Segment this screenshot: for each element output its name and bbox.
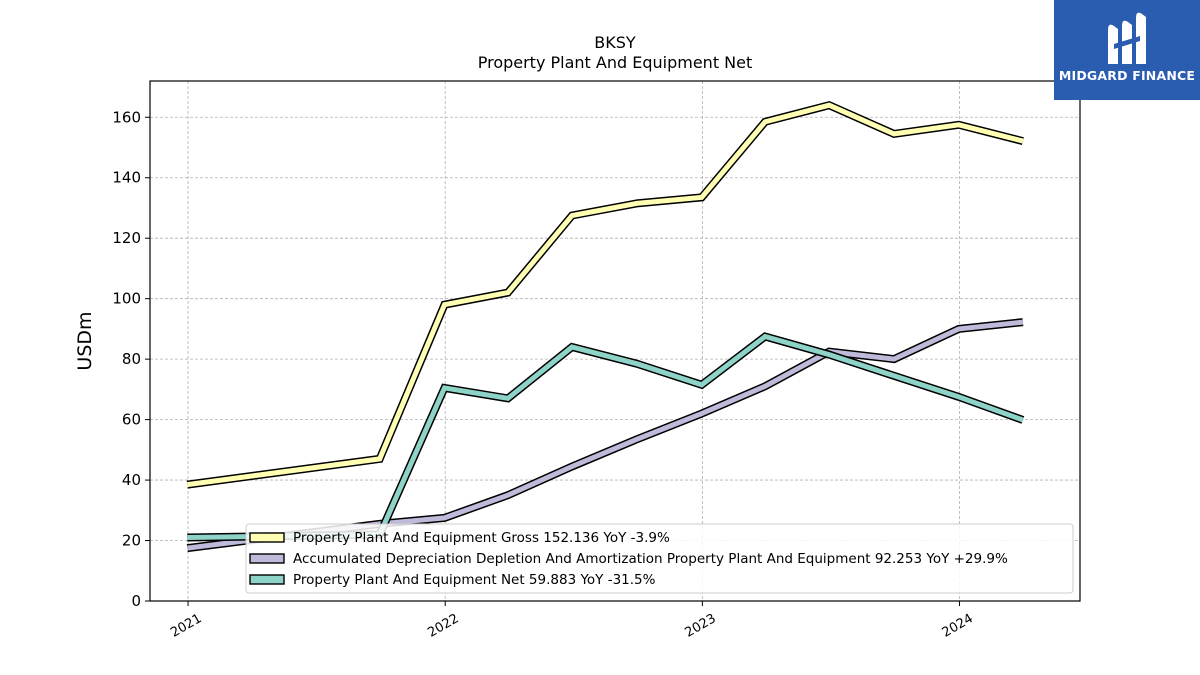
midgard-m-logo-icon (1108, 12, 1146, 65)
y-tick-label: 140 (112, 169, 141, 187)
series-line (186, 102, 1024, 488)
legend-box (245, 523, 1074, 594)
legend-label: Accumulated Depreciation Depletion And A… (293, 551, 1008, 567)
series-3 (187, 332, 1025, 542)
legend-swatch (249, 532, 285, 543)
y-tick-label: 160 (112, 108, 141, 126)
legend-label: Property Plant And Equipment Gross 152.1… (293, 530, 670, 546)
series-line-outline (187, 332, 1025, 542)
chart-subtitle: Property Plant And Equipment Net (478, 53, 753, 72)
legend: Property Plant And Equipment Gross 152.1… (245, 523, 1074, 594)
chart-title: BKSY (594, 33, 636, 52)
midgard-finance-logo: MIDGARD FINANCE (1054, 0, 1200, 100)
logo-text: MIDGARD FINANCE (1058, 68, 1196, 83)
legend-label: Property Plant And Equipment Net 59.883 … (293, 572, 656, 588)
series-line-outline (186, 100, 1024, 489)
x-tick-label: 2024 (940, 611, 976, 641)
x-tick-label: 2023 (683, 611, 719, 641)
y-tick-label: 80 (122, 350, 141, 368)
x-tick-label: 2021 (168, 611, 204, 641)
y-axis-label: USDm (74, 311, 96, 370)
plot-frame (149, 80, 1081, 602)
legend-swatch (249, 574, 285, 585)
series-line (187, 333, 1024, 540)
x-tick-label: 2022 (425, 611, 461, 641)
y-tick-label: 100 (112, 290, 141, 308)
y-tick-label: 20 (122, 532, 141, 550)
legend-swatch (249, 553, 285, 564)
series-lines (186, 100, 1025, 553)
y-axis-ticks: 0 20 40 60 80 100 120 140 160 (112, 108, 150, 610)
x-axis-ticks: 2021 2022 2023 2024 (168, 601, 976, 641)
series-2 (186, 318, 1024, 553)
y-tick-label: 60 (122, 411, 141, 429)
y-tick-label: 0 (131, 592, 141, 610)
y-tick-label: 120 (112, 229, 141, 247)
series-1 (186, 100, 1024, 489)
y-tick-label: 40 (122, 471, 141, 489)
series-line (186, 319, 1024, 551)
